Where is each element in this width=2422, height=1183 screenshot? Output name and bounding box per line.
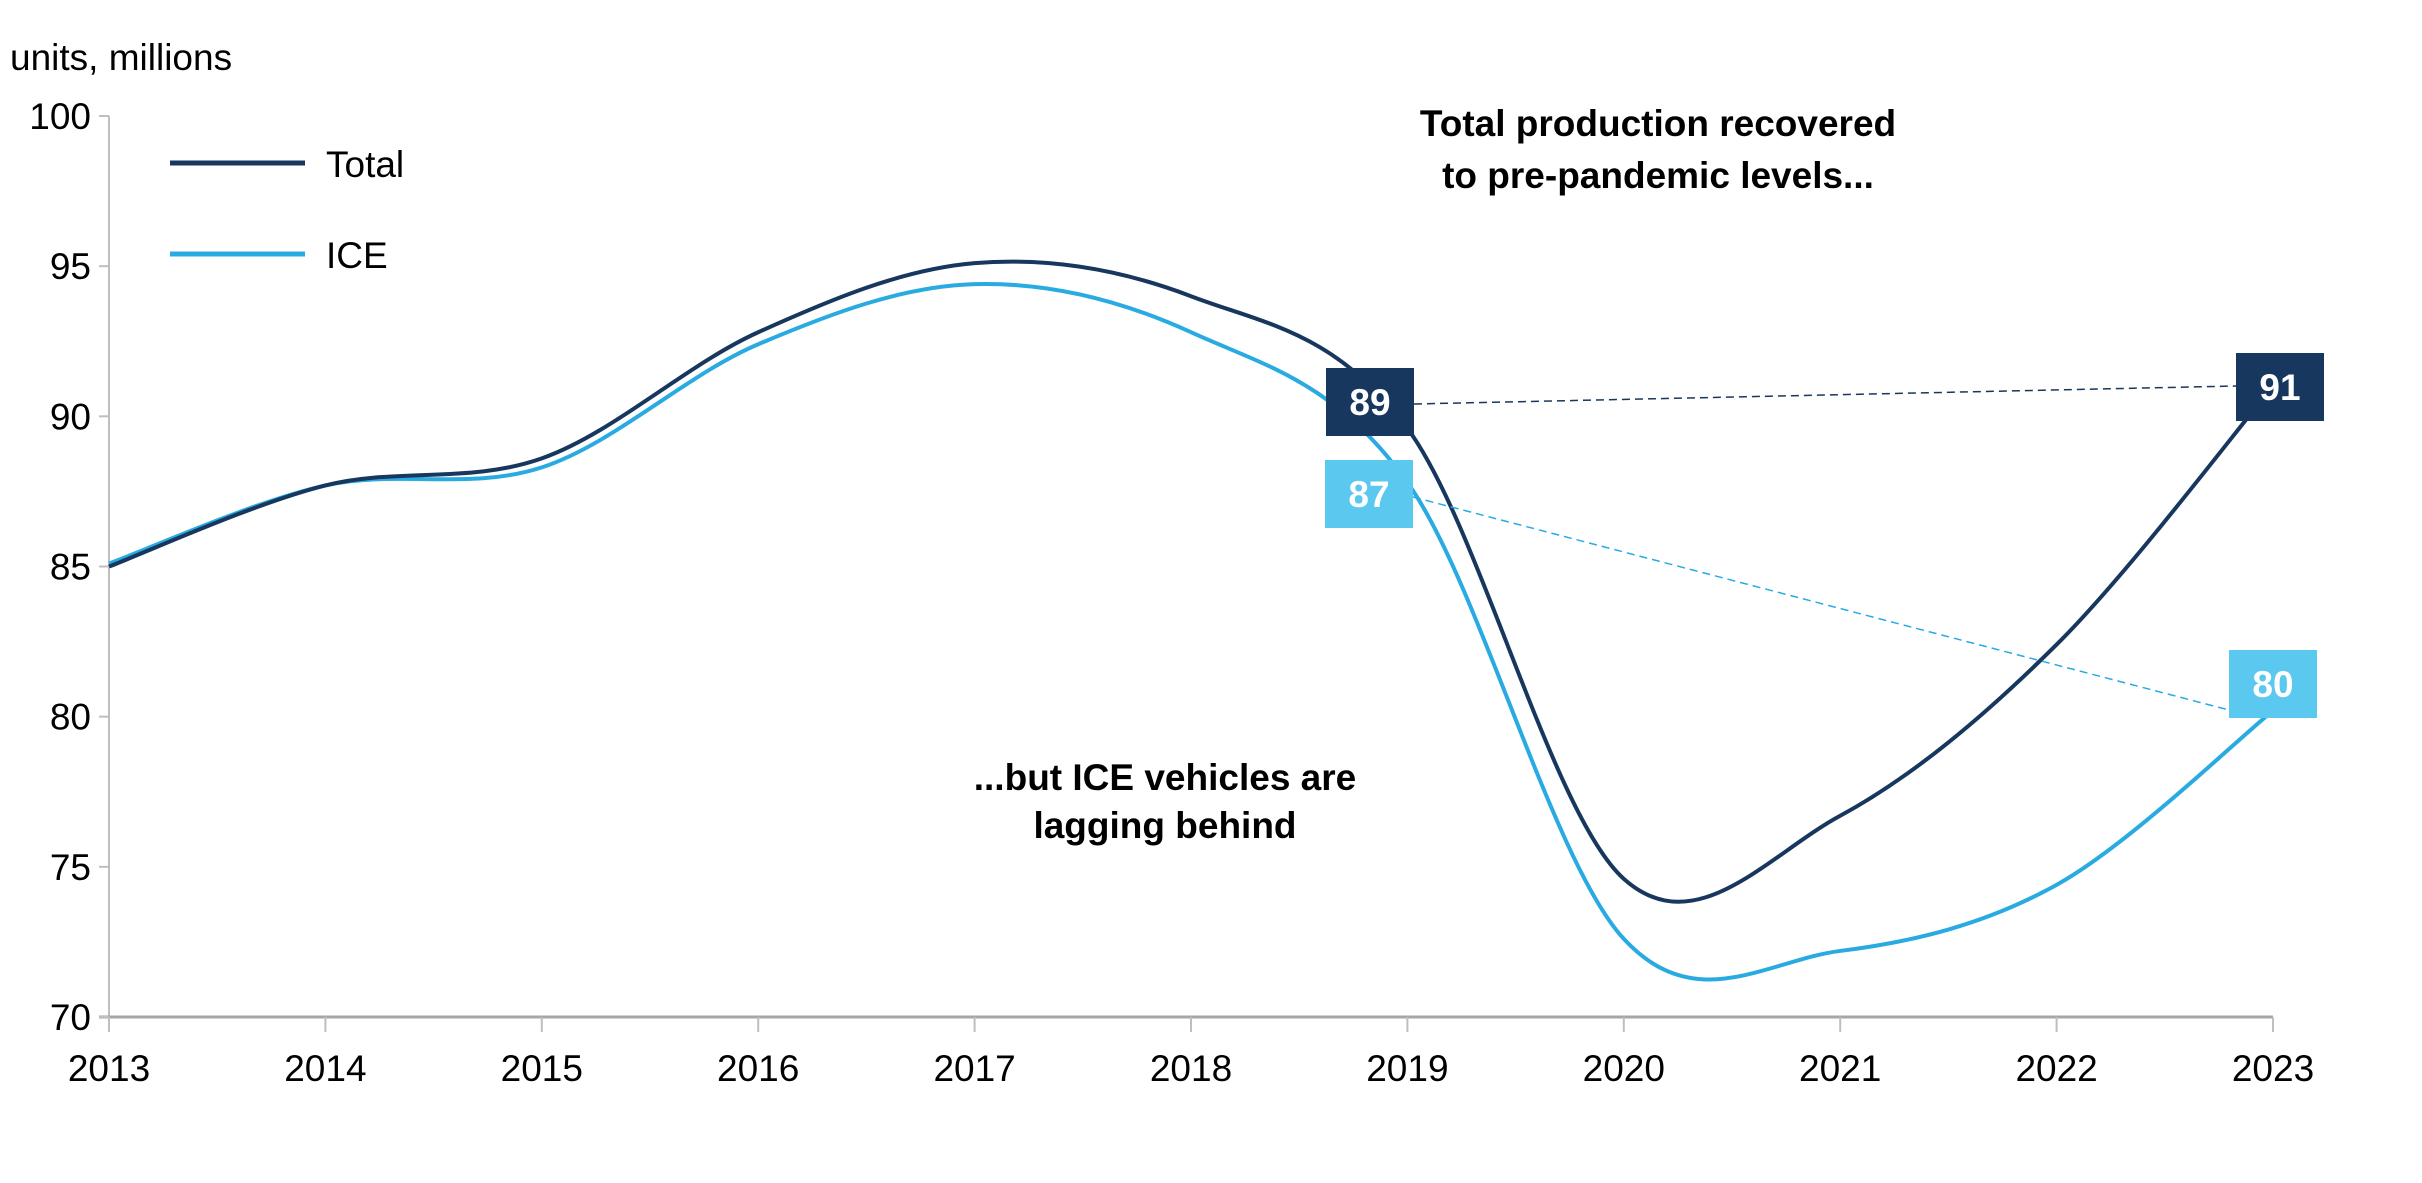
x-tick-label: 2021 [1799,1048,1881,1089]
x-tick-label: 2019 [1366,1048,1448,1089]
annotation-total-line1: Total production recovered [1420,103,1896,144]
y-tick-label: 85 [50,547,91,588]
data-label-value: 89 [1349,382,1390,423]
x-tick-label: 2020 [1583,1048,1665,1089]
x-tick-label: 2013 [68,1048,150,1089]
data-label-value: 91 [2259,367,2300,408]
legend-label-ice: ICE [326,235,388,276]
x-tick-label: 2017 [933,1048,1015,1089]
series-line-total [108,259,2275,904]
data-label-box [1325,460,1413,528]
x-tick-label: 2018 [1150,1048,1232,1089]
x-tick-label: 2015 [501,1048,583,1089]
x-tick-label: 2022 [2015,1048,2097,1089]
data-label-box [1326,368,1414,436]
y-tick-label: 95 [50,246,91,287]
legend-label-total: Total [326,144,404,185]
series-line-ice [108,282,2275,982]
data-label-value: 80 [2252,664,2293,705]
x-tick-label: 2014 [284,1048,366,1089]
y-tick-label: 80 [50,697,91,738]
data-label-box [2236,353,2324,421]
annotation-ice-line2: lagging behind [1033,805,1296,846]
connector-ice [1412,496,2230,711]
y-axis-label: units, millions [10,37,232,78]
y-tick-label: 100 [29,96,91,137]
x-tick-label: 2023 [2232,1048,2314,1089]
annotation-total-line2: to pre-pandemic levels... [1442,155,1874,196]
x-tick-label: 2016 [717,1048,799,1089]
data-label-box [2229,650,2317,718]
y-tick-label: 70 [50,997,91,1038]
data-label-value: 87 [1348,474,1389,515]
annotation-ice-line1: ...but ICE vehicles are [974,757,1356,798]
connector-total [1413,385,2237,405]
y-tick-label: 90 [50,396,91,437]
y-tick-label: 75 [50,847,91,888]
